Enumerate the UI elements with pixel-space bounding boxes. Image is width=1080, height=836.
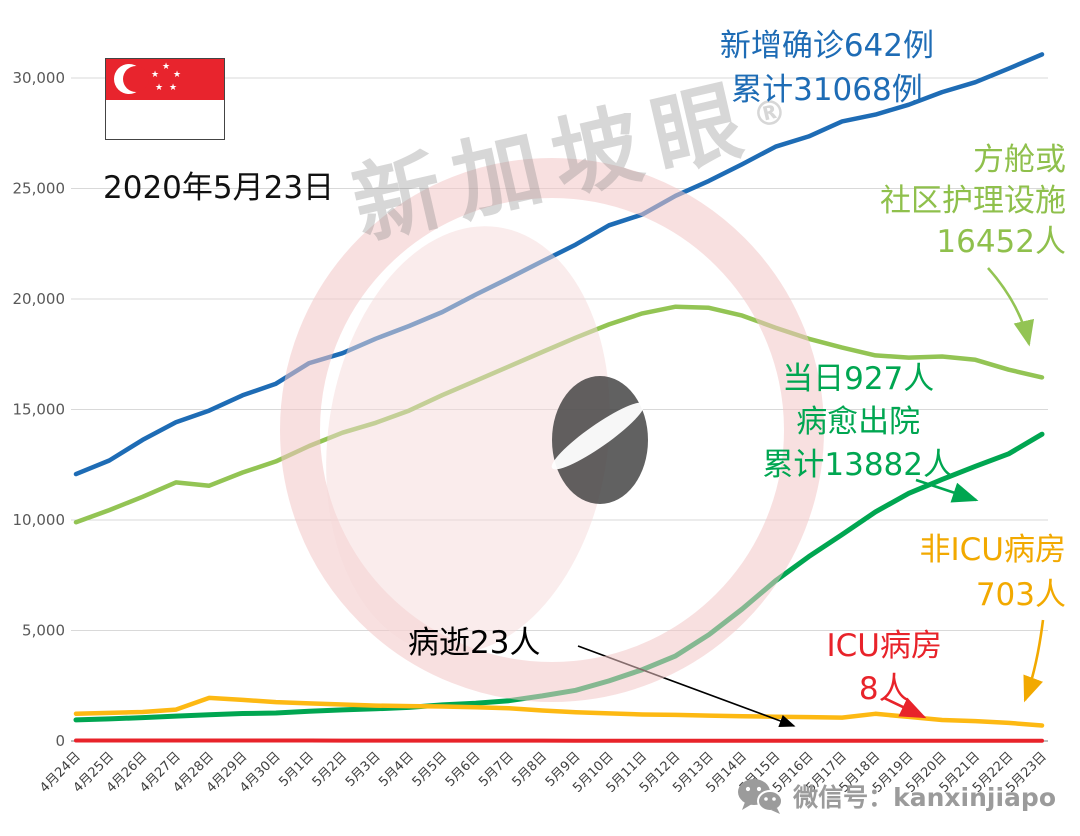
y-tick-label: 0 — [55, 732, 65, 750]
footer: 微信号：kanxinjiapo — [737, 778, 1056, 814]
recovered-line1: 当日927人 — [782, 361, 935, 397]
date-label: 2020年5月23日 — [103, 170, 335, 206]
flag-star-icon: ★ — [162, 62, 171, 72]
community-line2: 社区护理设施 — [880, 182, 1066, 219]
community-line3: 16452人 — [936, 223, 1066, 260]
x-tick-label: 5月1日 — [276, 749, 317, 790]
recovered-arrow — [915, 478, 979, 503]
y-tick-label: 25,000 — [13, 180, 66, 198]
icu-arrow — [883, 696, 927, 719]
flag-star-icon: ★ — [155, 83, 164, 93]
annotation-confirmed: 新增确诊642例 累计31068例 — [720, 24, 934, 112]
recovered-line3: 累计13882人 — [762, 446, 954, 483]
community-line1: 方舱或 — [973, 142, 1066, 178]
flag-white-band — [106, 100, 224, 139]
flag-star-icon: ★ — [173, 70, 182, 80]
x-tick-label: 5月8日 — [509, 749, 550, 790]
annotation-community-facility: 方舱或 社区护理设施 16452人 — [880, 140, 1066, 263]
y-tick-label: 20,000 — [13, 290, 66, 308]
non-icu-line2: 703人 — [975, 576, 1066, 613]
icu-line2: 8人 — [858, 671, 910, 708]
y-tick-label: 15,000 — [13, 401, 66, 419]
x-tick-label: 5月6日 — [443, 749, 484, 790]
x-tick-label: 5月4日 — [376, 749, 417, 790]
wechat-icon — [738, 779, 784, 814]
annotation-icu: ICU病房 8人 — [827, 625, 942, 712]
annotation-arrows — [577, 267, 1045, 728]
x-tick-label: 5月5日 — [410, 749, 451, 790]
flag-star-icon: ★ — [151, 70, 160, 80]
y-tick-label: 10,000 — [13, 511, 66, 529]
community-arrow — [987, 267, 1035, 347]
annotation-non-icu: 非ICU病房 703人 — [920, 528, 1066, 618]
x-tick-label: 5月2日 — [310, 749, 351, 790]
flag-star-icon: ★ — [169, 83, 178, 93]
singapore-flag: ★ ★ ★ ★ ★ — [105, 58, 225, 140]
x-tick-label: 5月3日 — [343, 749, 384, 790]
annotation-deaths: 病逝23人 — [408, 625, 541, 661]
recovered-line2: 病愈出院 — [796, 403, 921, 440]
series-非ICU病房 — [73, 695, 1045, 728]
x-tick-label: 5月7日 — [476, 749, 517, 790]
annotation-recovered: 当日927人 病愈出院 累计13882人 — [762, 358, 954, 486]
confirmed-line1: 新增确诊642例 — [719, 28, 934, 64]
confirmed-line2: 累计31068例 — [731, 72, 923, 109]
wechat-id-label: 微信号：kanxinjiapo — [793, 783, 1056, 812]
non-icu-line1: 非ICU病房 — [919, 532, 1066, 568]
non-icu-arrow — [1023, 619, 1045, 703]
y-tick-label: 30,000 — [13, 69, 66, 87]
y-tick-label: 5,000 — [22, 622, 65, 640]
icu-line1: ICU病房 — [826, 628, 942, 664]
flag-red-band: ★ ★ ★ ★ ★ — [106, 59, 224, 100]
